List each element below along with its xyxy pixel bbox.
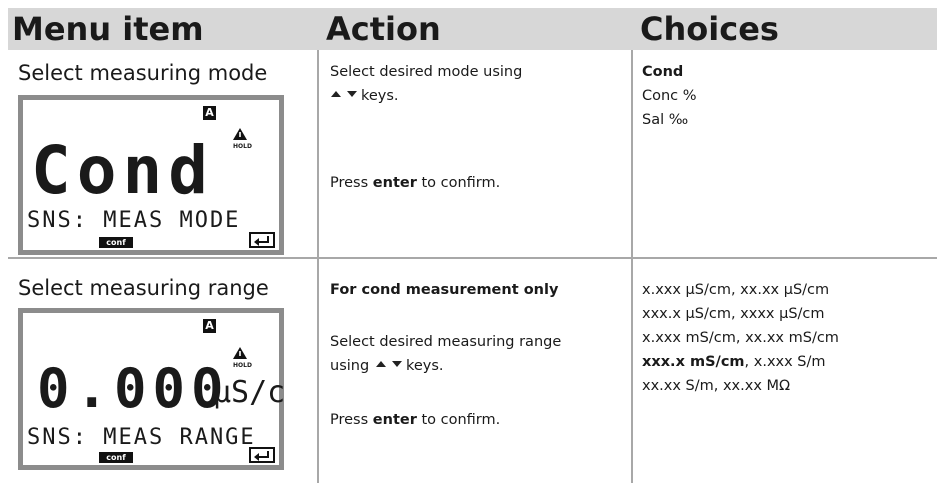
lcd-main: 0.000 (37, 357, 230, 420)
choice: Cond (642, 60, 697, 84)
lcd-display: A HOLD 0.000 µS/c SNS: MEAS RANGE conf (18, 308, 286, 470)
choice-default: xxx.x mS/cm (642, 354, 745, 370)
menu-item: Select measuring mode (18, 61, 268, 85)
lcd-indicator: A (203, 106, 216, 120)
header-cell: Menu item (12, 10, 204, 48)
header-cell: Choices (640, 10, 779, 48)
lcd-unit: µS/c (213, 375, 286, 410)
action-confirm: Press enter to confirm. (330, 171, 500, 195)
lcd-conf: conf (99, 237, 133, 248)
arrow-keys (331, 91, 357, 97)
choice: x.xxx µS/cm, xx.xx µS/cm (642, 282, 830, 298)
choice: xxx.x µS/cm, xxxx µS/cm (642, 306, 825, 322)
action-confirm: Press enter to confirm. (330, 408, 500, 432)
lcd-main: Cond (31, 132, 214, 209)
action-text: Select desired measuring range (330, 334, 562, 350)
choice: x.xxx mS/cm, xx.xx mS/cm (642, 330, 839, 346)
action-text: Select desired mode using (330, 64, 523, 80)
warning-icon (233, 128, 247, 140)
lcd-bottom: SNS: MEAS MODE (27, 208, 241, 233)
table-header: Menu item Action Choices (8, 8, 937, 50)
column-divider (631, 50, 633, 483)
lcd-bottom: SNS: MEAS RANGE (27, 425, 256, 450)
arrow-keys (376, 361, 402, 367)
key-name: enter (372, 412, 417, 428)
choices: Cond Conc % Sal ‰ (642, 60, 697, 132)
lcd-conf: conf (99, 452, 133, 463)
text: Press (330, 412, 373, 428)
text: to confirm. (416, 175, 501, 191)
action-text: keys. (361, 88, 399, 104)
lcd-hold: HOLD (233, 362, 252, 369)
enter-icon (249, 232, 275, 248)
action-text: keys. (406, 358, 444, 374)
lcd-hold: HOLD (233, 143, 252, 150)
lcd-indicator: A (203, 319, 216, 333)
action-note: For cond measurement only (330, 282, 559, 298)
menu-item: Select measuring range (18, 276, 269, 300)
choice: Conc % (642, 88, 697, 104)
warning-icon (233, 347, 247, 359)
text: Press (330, 175, 373, 191)
choice: xx.xx S/m, xx.xx MΩ (642, 378, 791, 394)
key-name: enter (372, 175, 417, 191)
choice-default: Cond (642, 64, 684, 80)
lcd-display: A HOLD Cond SNS: MEAS MODE conf (18, 95, 284, 255)
text: to confirm. (416, 412, 501, 428)
choice: Sal ‰ (642, 112, 689, 128)
column-divider (317, 50, 319, 483)
action-text: using (330, 358, 370, 374)
row-divider (8, 257, 937, 259)
choice-text: , x.xxx S/m (744, 354, 826, 370)
enter-icon (249, 447, 275, 463)
header-cell: Action (326, 10, 441, 48)
choices: x.xxx µS/cm, xx.xx µS/cm xxx.x µS/cm, xx… (642, 278, 839, 398)
choice: xxx.x mS/cm, x.xxx S/m (642, 350, 839, 374)
